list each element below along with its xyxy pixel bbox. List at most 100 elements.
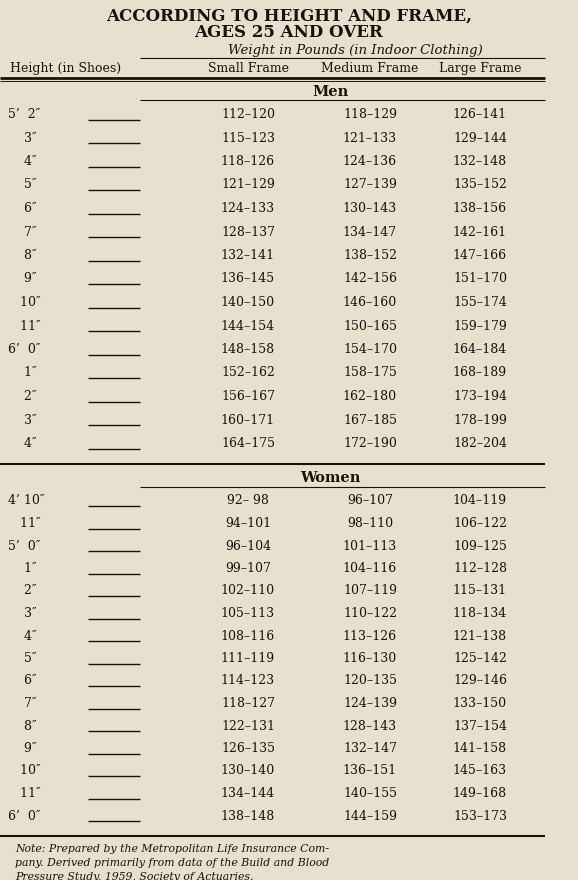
Text: 7″: 7″ — [8, 697, 36, 710]
Text: 158–175: 158–175 — [343, 366, 397, 379]
Text: 150–165: 150–165 — [343, 319, 397, 333]
Text: 151–170: 151–170 — [453, 273, 507, 285]
Text: 134–144: 134–144 — [221, 787, 275, 800]
Text: 118–127: 118–127 — [221, 697, 275, 710]
Text: 130–143: 130–143 — [343, 202, 397, 215]
Text: 107–119: 107–119 — [343, 584, 397, 598]
Text: 162–180: 162–180 — [343, 390, 397, 403]
Text: 136–145: 136–145 — [221, 273, 275, 285]
Text: 118–126: 118–126 — [221, 155, 275, 168]
Text: 124–139: 124–139 — [343, 697, 397, 710]
Text: 105–113: 105–113 — [221, 607, 275, 620]
Text: 102–110: 102–110 — [221, 584, 275, 598]
Text: 6’  0″: 6’ 0″ — [8, 343, 40, 356]
Text: 118–129: 118–129 — [343, 108, 397, 121]
Text: 11″: 11″ — [8, 517, 40, 530]
Text: 104–116: 104–116 — [343, 562, 397, 575]
Text: 110–122: 110–122 — [343, 607, 397, 620]
Text: 145–163: 145–163 — [453, 765, 507, 778]
Text: 125–142: 125–142 — [453, 652, 507, 665]
Text: 172–190: 172–190 — [343, 437, 397, 450]
Text: Small Frame: Small Frame — [208, 62, 288, 75]
Text: 106–122: 106–122 — [453, 517, 507, 530]
Text: Note: Prepared by the Metropolitan Life Insurance Com-
pany. Derived primarily f: Note: Prepared by the Metropolitan Life … — [15, 844, 329, 880]
Text: 118–134: 118–134 — [453, 607, 507, 620]
Text: 133–150: 133–150 — [453, 697, 507, 710]
Text: 11″: 11″ — [8, 319, 40, 333]
Text: 121–129: 121–129 — [221, 179, 275, 192]
Text: 4″: 4″ — [8, 155, 36, 168]
Text: 108–116: 108–116 — [221, 629, 275, 642]
Text: 135–152: 135–152 — [453, 179, 507, 192]
Text: 140–155: 140–155 — [343, 787, 397, 800]
Text: 122–131: 122–131 — [221, 720, 275, 732]
Text: 6″: 6″ — [8, 202, 36, 215]
Text: 104–119: 104–119 — [453, 495, 507, 508]
Text: 8″: 8″ — [8, 249, 36, 262]
Text: 156–167: 156–167 — [221, 390, 275, 403]
Text: 112–128: 112–128 — [453, 562, 507, 575]
Text: 113–126: 113–126 — [343, 629, 397, 642]
Text: 146–160: 146–160 — [343, 296, 397, 309]
Text: 167–185: 167–185 — [343, 414, 397, 427]
Text: 178–199: 178–199 — [453, 414, 507, 427]
Text: 128–137: 128–137 — [221, 225, 275, 238]
Text: 130–140: 130–140 — [221, 765, 275, 778]
Text: Weight in Pounds (in Indoor Clothing): Weight in Pounds (in Indoor Clothing) — [228, 44, 483, 57]
Text: 111–119: 111–119 — [221, 652, 275, 665]
Text: 8″: 8″ — [8, 720, 36, 732]
Text: 129–144: 129–144 — [453, 131, 507, 144]
Text: Men: Men — [312, 85, 348, 99]
Text: 3″: 3″ — [8, 131, 36, 144]
Text: 137–154: 137–154 — [453, 720, 507, 732]
Text: 168–189: 168–189 — [453, 366, 507, 379]
Text: 98–110: 98–110 — [347, 517, 393, 530]
Text: 101–113: 101–113 — [343, 539, 397, 553]
Text: 10″: 10″ — [8, 296, 40, 309]
Text: 92– 98: 92– 98 — [227, 495, 269, 508]
Text: Medium Frame: Medium Frame — [321, 62, 418, 75]
Text: 160–171: 160–171 — [221, 414, 275, 427]
Text: 116–130: 116–130 — [343, 652, 397, 665]
Text: 10″: 10″ — [8, 765, 40, 778]
Text: 2″: 2″ — [8, 390, 36, 403]
Text: 114–123: 114–123 — [221, 674, 275, 687]
Text: 124–136: 124–136 — [343, 155, 397, 168]
Text: 99–107: 99–107 — [225, 562, 271, 575]
Text: 11″: 11″ — [8, 787, 40, 800]
Text: 127–139: 127–139 — [343, 179, 397, 192]
Text: 128–143: 128–143 — [343, 720, 397, 732]
Text: 173–194: 173–194 — [453, 390, 507, 403]
Text: 121–133: 121–133 — [343, 131, 397, 144]
Text: 144–159: 144–159 — [343, 810, 397, 823]
Text: 138–156: 138–156 — [453, 202, 507, 215]
Text: 115–123: 115–123 — [221, 131, 275, 144]
Text: 164–175: 164–175 — [221, 437, 275, 450]
Text: 3″: 3″ — [8, 414, 36, 427]
Text: 96–104: 96–104 — [225, 539, 271, 553]
Text: 136–151: 136–151 — [343, 765, 397, 778]
Text: 147–166: 147–166 — [453, 249, 507, 262]
Text: 7″: 7″ — [8, 225, 36, 238]
Text: 126–141: 126–141 — [453, 108, 507, 121]
Text: 6’  0″: 6’ 0″ — [8, 810, 40, 823]
Text: 182–204: 182–204 — [453, 437, 507, 450]
Text: 141–158: 141–158 — [453, 742, 507, 755]
Text: 164–184: 164–184 — [453, 343, 507, 356]
Text: 132–141: 132–141 — [221, 249, 275, 262]
Text: 132–147: 132–147 — [343, 742, 397, 755]
Text: 6″: 6″ — [8, 674, 36, 687]
Text: 142–161: 142–161 — [453, 225, 507, 238]
Text: 5’  2″: 5’ 2″ — [8, 108, 40, 121]
Text: 152–162: 152–162 — [221, 366, 275, 379]
Text: 9″: 9″ — [8, 273, 36, 285]
Text: 2″: 2″ — [8, 584, 36, 598]
Text: 3″: 3″ — [8, 607, 36, 620]
Text: 9″: 9″ — [8, 742, 36, 755]
Text: 121–138: 121–138 — [453, 629, 507, 642]
Text: Women: Women — [300, 471, 360, 485]
Text: 124–133: 124–133 — [221, 202, 275, 215]
Text: 109–125: 109–125 — [453, 539, 507, 553]
Text: 5″: 5″ — [8, 652, 36, 665]
Text: 96–107: 96–107 — [347, 495, 393, 508]
